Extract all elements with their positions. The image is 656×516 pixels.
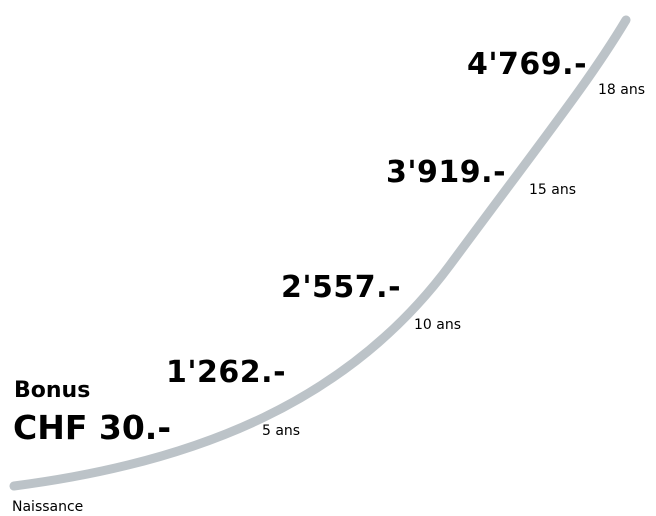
growth-curve-line [9,15,631,491]
milestone-amount-10: 2'557.- [281,270,402,305]
start-label: Naissance [12,499,84,515]
milestone-amount-18: 4'769.- [467,47,588,82]
milestone-age-5: 5 ans [262,423,301,439]
milestone-age-10: 10 ans [414,317,462,333]
milestone-age-18: 18 ans [598,82,646,98]
bonus-amount: CHF 30.- [13,408,172,447]
milestone-amount-15: 3'919.- [386,155,507,190]
milestone-amount-5: 1'262.- [166,355,287,390]
bonus-label: Bonus [14,378,91,403]
milestone-age-15: 15 ans [529,182,577,198]
